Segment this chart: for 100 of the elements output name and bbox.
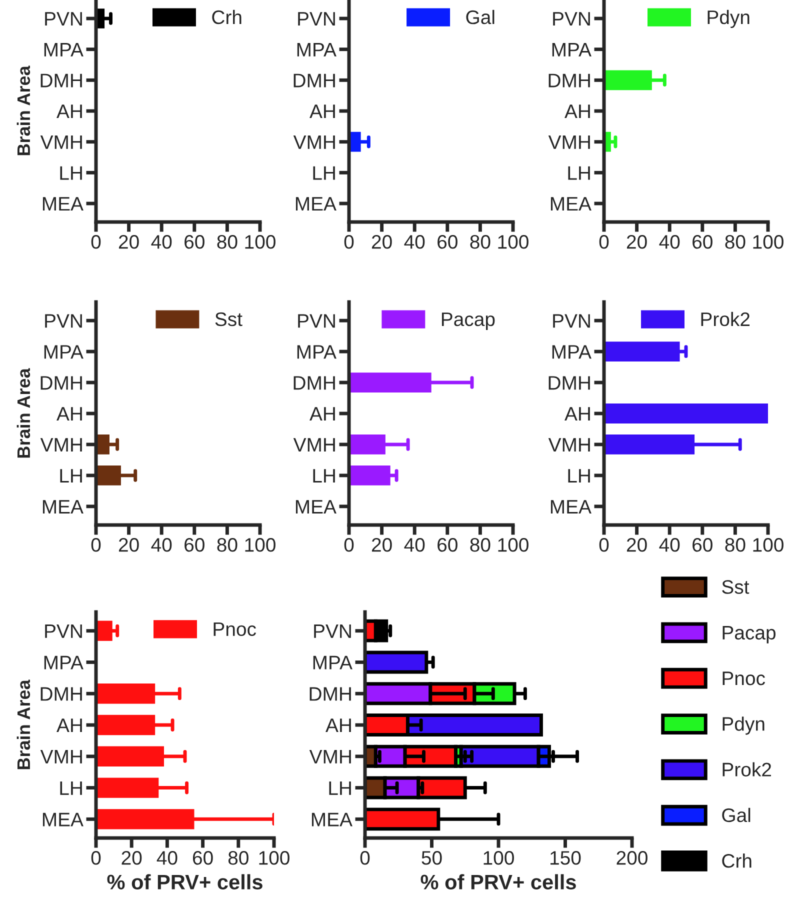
x-tick-label: 40	[659, 538, 680, 552]
x-tick-label: 60	[184, 235, 204, 249]
x-tick-label: 60	[184, 538, 204, 552]
y-tick-label: PVN	[45, 314, 82, 328]
legend-label: Crh	[212, 10, 242, 24]
x-tick-label: 80	[725, 235, 746, 249]
x-tick-label: 0	[91, 851, 101, 865]
x-tick-label: 20	[372, 538, 392, 552]
x-tick-label: 50	[422, 851, 442, 865]
y-tick-label: PVN	[314, 624, 351, 638]
x-tick-label: 20	[626, 235, 647, 249]
y-axis-title: Brain Area	[16, 368, 30, 458]
y-tick-label: MEA	[296, 500, 336, 514]
y-tick-label: PVN	[298, 12, 335, 26]
y-tick-label: LH	[568, 166, 590, 180]
x-tick-label: 60	[692, 538, 712, 552]
x-tick-label: 0	[360, 851, 370, 865]
x-tick-label: 100	[484, 851, 514, 865]
x-tick-label: 0	[91, 538, 101, 552]
y-tick-label: DMH	[294, 376, 335, 390]
x-axis-title: % of PRV+ cells	[107, 874, 262, 890]
y-axis-title: Brain Area	[16, 680, 30, 770]
x-tick-label: 20	[118, 538, 139, 552]
y-tick-label: LH	[313, 469, 335, 482]
legend-label: Pnoc	[722, 672, 765, 686]
y-tick-label: MPA	[552, 43, 592, 56]
legend-label: Prok2	[701, 312, 750, 326]
x-tick-label: 100	[753, 235, 784, 249]
x-tick-label: 0	[599, 235, 609, 249]
y-tick-label: MEA	[42, 197, 84, 211]
y-tick-label: MEA	[550, 197, 592, 211]
y-tick-label: VMH	[548, 438, 590, 452]
y-tick-label: VMH	[293, 438, 335, 452]
bar	[96, 620, 112, 641]
x-tick-label: 40	[151, 538, 172, 552]
y-tick-label: LH	[568, 469, 590, 482]
y-tick-label: AH	[56, 407, 82, 421]
x-tick-label: 40	[156, 851, 178, 865]
x-tick-label: 150	[550, 851, 581, 865]
x-tick-label: 80	[217, 538, 238, 552]
y-tick-label: AH	[310, 407, 335, 421]
x-tick-label: 60	[438, 538, 458, 552]
y-tick-label: MPA	[44, 43, 84, 56]
legend-label: Gal	[722, 808, 750, 822]
legend-label: Pacap	[722, 626, 776, 644]
legend-label: Pnoc	[214, 622, 256, 636]
y-tick-label: DMH	[310, 687, 351, 701]
y-axis-title: Brain Area	[16, 66, 30, 156]
y-tick-label: PVN	[298, 314, 335, 328]
y-tick-label: VMH	[293, 136, 335, 149]
y-tick-label: MPA	[297, 43, 336, 56]
y-tick-label: AH	[56, 104, 82, 118]
x-tick-label: 60	[438, 235, 458, 249]
legend-label: Prok2	[722, 762, 771, 776]
x-tick-label: 200	[616, 851, 648, 865]
y-tick-label: VMH	[309, 750, 351, 764]
x-tick-label: 40	[404, 235, 425, 249]
y-tick-label: MEA	[42, 812, 84, 826]
x-tick-label: 40	[659, 235, 680, 249]
y-tick-label: MEA	[42, 500, 84, 514]
x-tick-label: 60	[692, 235, 712, 249]
legend-label: Sst	[722, 580, 750, 594]
legend-label: Pacap	[442, 312, 495, 330]
y-tick-label: MEA	[296, 197, 336, 211]
y-tick-label: AH	[564, 104, 590, 118]
y-tick-label: MPA	[297, 345, 336, 359]
y-tick-label: LH	[60, 166, 82, 180]
x-tick-label: 0	[91, 235, 101, 249]
x-tick-label: 40	[404, 538, 425, 552]
x-tick-label: 20	[626, 538, 647, 552]
y-tick-label: LH	[313, 166, 335, 180]
x-axis-title: % of PRV+ cells	[420, 874, 576, 890]
x-tick-label: 100	[259, 851, 290, 865]
y-tick-label: LH	[60, 469, 82, 482]
y-tick-label: PVN	[553, 12, 590, 26]
y-tick-label: LH	[329, 781, 351, 795]
x-tick-label: 60	[192, 851, 213, 865]
y-tick-label: AH	[326, 718, 351, 732]
y-tick-label: AH	[564, 407, 590, 421]
x-tick-label: 0	[599, 538, 609, 552]
y-tick-label: MEA	[550, 500, 592, 514]
x-tick-label: 80	[725, 538, 746, 552]
x-tick-label: 100	[498, 235, 528, 249]
x-tick-label: 20	[118, 235, 139, 249]
x-tick-label: 40	[151, 235, 172, 249]
x-tick-label: 0	[344, 538, 354, 552]
y-tick-label: VMH	[548, 136, 590, 149]
legend-label: Pdyn	[708, 10, 750, 28]
y-tick-label: MPA	[552, 345, 592, 359]
y-tick-label: DMH	[548, 376, 590, 390]
x-tick-label: 100	[498, 538, 528, 552]
y-tick-label: AH	[56, 718, 82, 732]
x-tick-label: 20	[372, 235, 392, 249]
x-tick-label: 0	[344, 235, 354, 249]
y-tick-label: AH	[310, 104, 335, 118]
x-tick-label: 80	[217, 235, 238, 249]
y-tick-label: VMH	[40, 136, 82, 149]
y-tick-label: MEA	[312, 812, 352, 826]
x-tick-label: 80	[470, 235, 490, 249]
y-tick-label: DMH	[40, 376, 82, 390]
